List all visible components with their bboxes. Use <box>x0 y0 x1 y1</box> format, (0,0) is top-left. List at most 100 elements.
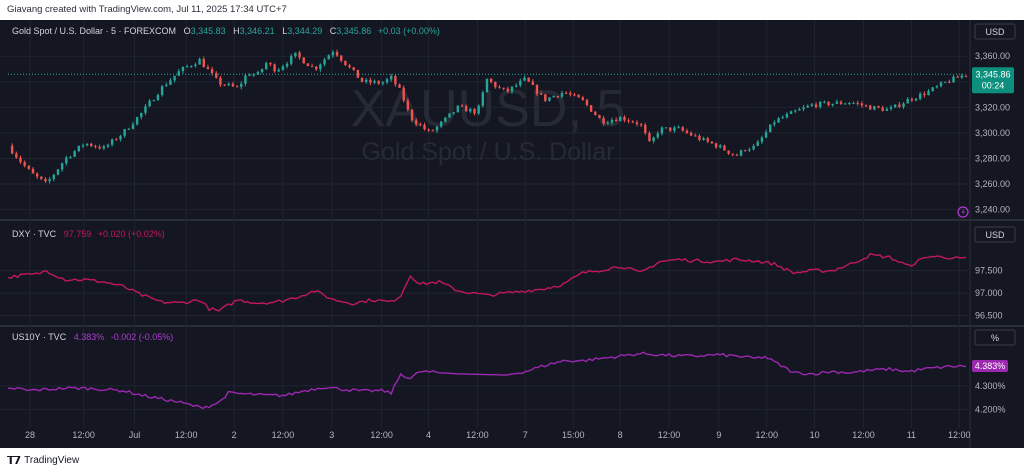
gold-candle-body <box>115 139 118 141</box>
symbol-watermark-description: Gold Spot / U.S. Dollar <box>362 138 615 166</box>
gold-candle-body <box>689 132 693 136</box>
gold-candle-body <box>544 94 547 101</box>
gold-candle-body <box>10 145 14 154</box>
time-tick-label: 12:00 <box>466 430 489 440</box>
price-tick-label: 3,280.00 <box>975 153 1010 163</box>
gold-candle-body <box>660 127 664 134</box>
us10y-legend-value: 4.383% <box>74 332 105 342</box>
time-tick-label: Jul <box>129 430 141 440</box>
gold-candle-body <box>56 169 60 175</box>
gold-candle-body <box>323 59 326 65</box>
gold-candle-body <box>602 118 605 124</box>
gold-candle-body <box>956 76 959 78</box>
gold-candle-body <box>823 101 826 103</box>
gold-candle-body <box>319 64 322 70</box>
gold-candle-body <box>514 85 518 87</box>
gold-candle-body <box>206 67 210 70</box>
gold-candle-body <box>35 173 39 177</box>
gold-candle-body <box>577 94 580 98</box>
gold-candle-body <box>939 82 943 87</box>
time-tick-label: 12:00 <box>175 430 198 440</box>
gold-candle-body <box>285 63 289 67</box>
gold-candle-body <box>560 92 564 97</box>
gold-candle-body <box>485 78 489 93</box>
gold-candle-body <box>235 86 239 88</box>
gold-currency-button[interactable]: USD <box>985 27 1005 37</box>
gold-candle-body <box>906 99 909 104</box>
us10y-unit-button[interactable]: % <box>991 333 999 343</box>
gold-candle-body <box>190 65 193 67</box>
gold-candle-body <box>706 138 709 142</box>
gold-candle-body <box>648 133 651 142</box>
gold-candle-body <box>710 141 714 144</box>
gold-candle-body <box>777 118 780 123</box>
gold-candle-body <box>827 101 830 106</box>
gold-candle-body <box>194 64 197 66</box>
gold-candle-body <box>594 111 597 116</box>
time-tick-label: 12:00 <box>272 430 295 440</box>
gold-candle-body <box>798 109 801 111</box>
gold-candle-body <box>527 77 530 82</box>
close-label: C <box>330 26 337 36</box>
gold-candle-body <box>506 88 510 92</box>
gold-candle-body <box>360 77 364 82</box>
gold-candle-body <box>635 122 639 125</box>
gold-candle-body <box>852 102 855 104</box>
gold-candle-body <box>564 92 568 94</box>
gold-candle-body <box>943 81 947 83</box>
gold-candle-body <box>656 133 659 138</box>
gold-candle-body <box>548 97 551 101</box>
gold-candle-body <box>19 157 22 163</box>
gold-candle-body <box>769 124 772 133</box>
time-tick-label: 8 <box>618 430 623 440</box>
us10y-legend-symbol: US10Y · TVC <box>12 332 67 342</box>
gold-candle-body <box>219 77 222 85</box>
gold-currency-button-bg <box>974 23 1016 40</box>
gold-candle-body <box>744 150 747 152</box>
gold-candle-body <box>256 72 260 75</box>
gold-candle-body <box>402 87 405 101</box>
gold-candle-body <box>510 86 514 92</box>
gold-candle-body <box>910 99 914 101</box>
gold-candle-body <box>152 100 155 102</box>
gold-candle-body <box>127 128 130 130</box>
gold-candle-body <box>306 63 310 67</box>
us10y-legend[interactable]: US10Y · TVC 4.383% -0.002 (-0.05%) <box>12 332 173 342</box>
open-value: 3,345.83 <box>191 26 226 36</box>
gold-candle-body <box>752 145 755 150</box>
gold-candle-body <box>177 71 180 76</box>
gold-candle-body <box>964 75 968 77</box>
dxy-currency-button[interactable]: USD <box>985 230 1005 240</box>
series-layer <box>7 49 968 410</box>
footer-brand-label: TradingView <box>24 455 80 466</box>
gold-candle-body <box>435 126 439 131</box>
gold-candle-body <box>927 90 930 96</box>
us10y-last-value-tag: 4.383% <box>972 359 1008 372</box>
gold-candle-body <box>489 78 493 82</box>
gold-candle-body <box>785 113 789 118</box>
gold-candle-body <box>669 127 672 131</box>
gold-candle-body <box>731 153 734 155</box>
footer-brand[interactable]: 𝗧𝟳 TradingView <box>7 454 79 467</box>
gold-candle-body <box>702 138 705 140</box>
price-tick-label: 3,360.00 <box>975 51 1010 61</box>
time-tick-label: 4 <box>426 430 431 440</box>
gold-candle-body <box>131 124 135 129</box>
price-tick-label: 3,300.00 <box>975 128 1010 138</box>
chart-frame[interactable]: XAUUSD, 5 Gold Spot / U.S. Dollar 3,360.… <box>0 20 1024 448</box>
dxy-legend[interactable]: DXY · TVC 97.759 +0.020 (+0.02%) <box>12 229 165 239</box>
gold-candle-body <box>473 108 476 114</box>
gold-candle-body <box>539 93 543 95</box>
high-label: H <box>233 26 240 36</box>
alert-icon[interactable] <box>957 206 969 218</box>
price-tick-label: 96.500 <box>975 311 1003 321</box>
gold-candle-body <box>535 84 539 94</box>
gold-legend[interactable]: Gold Spot / U.S. Dollar · 5 · FOREXCOM O… <box>12 26 440 36</box>
gold-candle-body <box>935 86 939 88</box>
gold-candle-body <box>390 75 393 80</box>
gold-candle-body <box>427 129 430 131</box>
gold-candle-body <box>931 87 934 91</box>
gold-candle-body <box>802 107 805 110</box>
gold-candle-body <box>531 81 535 85</box>
gold-candle-body <box>419 124 422 126</box>
